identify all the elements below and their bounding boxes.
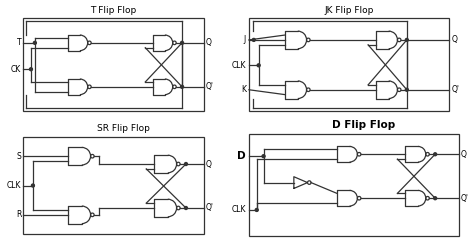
Text: S: S	[17, 152, 21, 161]
Text: CLK: CLK	[231, 61, 246, 70]
Circle shape	[434, 197, 437, 200]
Circle shape	[262, 155, 265, 158]
Text: K: K	[241, 85, 246, 94]
Circle shape	[31, 184, 35, 187]
Text: R: R	[16, 210, 21, 219]
Text: D Flip Flop: D Flip Flop	[332, 120, 395, 130]
Text: T: T	[17, 38, 21, 47]
Circle shape	[255, 208, 258, 211]
Bar	[249, 18, 449, 111]
Text: D: D	[237, 151, 246, 161]
Circle shape	[181, 41, 183, 44]
Text: J: J	[244, 35, 246, 44]
Circle shape	[405, 88, 408, 91]
Circle shape	[34, 41, 36, 44]
Circle shape	[184, 163, 187, 165]
Circle shape	[405, 39, 408, 41]
Circle shape	[434, 153, 437, 156]
Text: CLK: CLK	[231, 205, 246, 214]
Text: CLK: CLK	[7, 181, 21, 190]
Text: Q': Q'	[206, 203, 214, 213]
Text: Q: Q	[206, 160, 212, 169]
Text: Q': Q'	[461, 194, 469, 203]
Text: Q: Q	[206, 38, 212, 47]
Circle shape	[29, 68, 32, 71]
Text: Q: Q	[461, 150, 467, 159]
Bar	[23, 18, 204, 111]
Text: JK Flip Flop: JK Flip Flop	[324, 6, 374, 14]
Circle shape	[184, 206, 187, 209]
Text: SR Flip Flop: SR Flip Flop	[97, 124, 150, 133]
Text: Q': Q'	[451, 85, 459, 94]
Text: T Flip Flop: T Flip Flop	[91, 6, 137, 14]
Circle shape	[257, 64, 260, 67]
Text: Q: Q	[451, 35, 457, 44]
Circle shape	[181, 85, 183, 88]
Circle shape	[252, 39, 255, 41]
Bar	[23, 137, 204, 234]
Bar	[249, 134, 459, 236]
Text: Q': Q'	[206, 82, 214, 91]
Text: CK: CK	[11, 65, 21, 74]
